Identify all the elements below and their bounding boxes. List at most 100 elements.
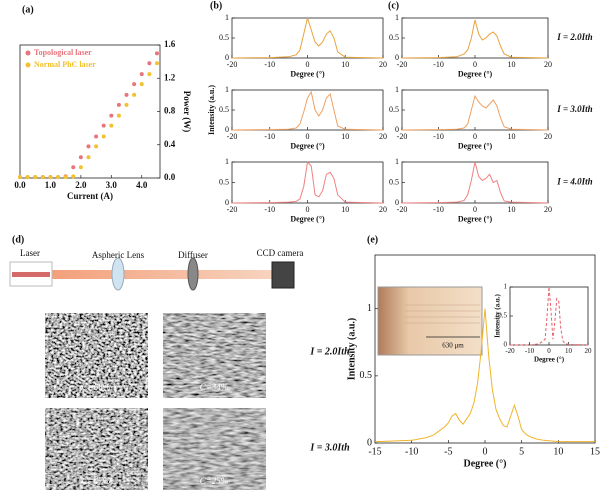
speckle-image — [45, 313, 148, 398]
x-tick-label: -20 — [227, 60, 238, 69]
data-point — [116, 102, 121, 107]
x-tick-label: 1.0 — [45, 180, 57, 190]
data-point — [139, 82, 144, 87]
y-tick-label: 0 — [225, 198, 229, 207]
data-point — [71, 174, 76, 179]
data-point — [63, 175, 68, 180]
x-tick-label: 20 — [544, 205, 552, 214]
x-tick-label: 20 — [379, 205, 387, 214]
x-tick-label: 5 — [519, 446, 524, 457]
y-axis-label: Power (W) — [182, 91, 192, 133]
speckle-image — [45, 408, 148, 490]
data-point — [25, 175, 30, 180]
x-tick-label: -20 — [505, 347, 515, 355]
data-point — [116, 113, 121, 118]
inset-waveguides — [405, 304, 480, 324]
data-point — [154, 51, 159, 56]
lens — [111, 257, 125, 291]
data-point — [48, 175, 53, 180]
data-line — [401, 94, 549, 131]
data-point — [94, 144, 99, 149]
data-line — [510, 286, 589, 346]
data-point — [86, 144, 91, 149]
x-tick-label: 20 — [544, 60, 552, 69]
inset-image — [377, 286, 483, 356]
x-tick-label: -10 — [525, 347, 535, 355]
y-tick-label: 0 — [225, 125, 229, 134]
x-axis-label: Degree (°) — [458, 70, 493, 79]
data-point — [109, 113, 114, 118]
data-point — [132, 92, 137, 97]
data-point — [124, 102, 129, 107]
y-tick-label: 0.5 — [498, 312, 507, 320]
row-label: I = 3.0Ith — [556, 104, 592, 114]
y-tick-label: 0 — [367, 437, 372, 448]
x-tick-label: 0 — [306, 60, 310, 69]
data-line — [374, 308, 595, 443]
data-point — [139, 72, 144, 77]
panel-label: (d) — [12, 234, 24, 245]
x-axis-label: Degree (°) — [290, 215, 325, 224]
y-tick-label: 1.2 — [164, 72, 176, 82]
data-line — [401, 19, 549, 59]
row-label: I = 2.0Ith — [309, 346, 350, 357]
x-tick-label: 10 — [341, 205, 349, 214]
panel-label: (c) — [388, 0, 399, 11]
plot-frame — [401, 161, 549, 204]
x-tick-label: 3.0 — [106, 180, 118, 190]
data-point — [124, 92, 129, 97]
row-label: I = 4.0Ith — [556, 177, 592, 187]
speckle-image — [163, 313, 266, 398]
x-tick-label: 0 — [473, 60, 477, 69]
laser-stripe — [12, 272, 50, 277]
x-tick-label: -20 — [227, 132, 238, 141]
y-tick-label: 0.5 — [219, 33, 229, 42]
x-tick-label: -10 — [264, 132, 275, 141]
y-tick-label: 0 — [395, 53, 399, 62]
x-tick-label: -10 — [433, 60, 444, 69]
y-tick-label: 0.5 — [389, 177, 399, 186]
x-tick-label: 20 — [585, 347, 593, 355]
legend-marker — [25, 50, 31, 56]
legend-label: Normal PhC laser — [34, 60, 96, 69]
data-point — [109, 123, 114, 128]
panel-label: (e) — [367, 234, 378, 245]
x-tick-label: 10 — [553, 446, 563, 457]
x-tick-label: 10 — [508, 60, 516, 69]
y-tick-label: 0.4 — [164, 139, 176, 149]
scale-label: 630 μm — [442, 342, 464, 350]
data-point — [94, 134, 99, 139]
x-tick-label: 20 — [379, 60, 387, 69]
x-tick-label: 4.0 — [136, 180, 148, 190]
x-tick-label: -5 — [444, 446, 452, 457]
x-tick-label: 0 — [473, 132, 477, 141]
setup-label: Laser — [20, 248, 40, 258]
y-tick-label: 1 — [395, 157, 399, 166]
x-tick-label: 0 — [306, 132, 310, 141]
y-tick-label: 1.6 — [164, 39, 176, 49]
x-tick-label: 10 — [508, 205, 516, 214]
x-tick-label: -20 — [397, 205, 408, 214]
data-point — [33, 175, 38, 180]
x-tick-label: 2.0 — [75, 180, 87, 190]
y-tick-label: 0 — [395, 198, 399, 207]
x-tick-label: -10 — [264, 205, 275, 214]
contrast-label: C=68% — [82, 382, 111, 392]
y-tick-label: 1 — [504, 283, 508, 291]
x-tick-label: 10 — [341, 132, 349, 141]
x-axis-label: Degree (°) — [290, 142, 325, 151]
speckle-image — [163, 408, 266, 490]
data-point — [154, 61, 159, 66]
x-tick-label: -10 — [405, 446, 418, 457]
y-tick-label: 1 — [395, 13, 399, 22]
laser-beam — [52, 270, 272, 279]
data-point — [86, 155, 91, 160]
y-tick-label: 1 — [225, 85, 229, 94]
data-point — [78, 165, 83, 170]
y-axis-label: Intensity (a.u.) — [346, 318, 357, 381]
data-line — [401, 161, 549, 204]
data-point — [71, 165, 76, 170]
y-tick-label: 1 — [225, 13, 229, 22]
y-axis-label: Intensity (a.u.) — [494, 293, 502, 337]
y-tick-label: 0 — [504, 341, 508, 349]
